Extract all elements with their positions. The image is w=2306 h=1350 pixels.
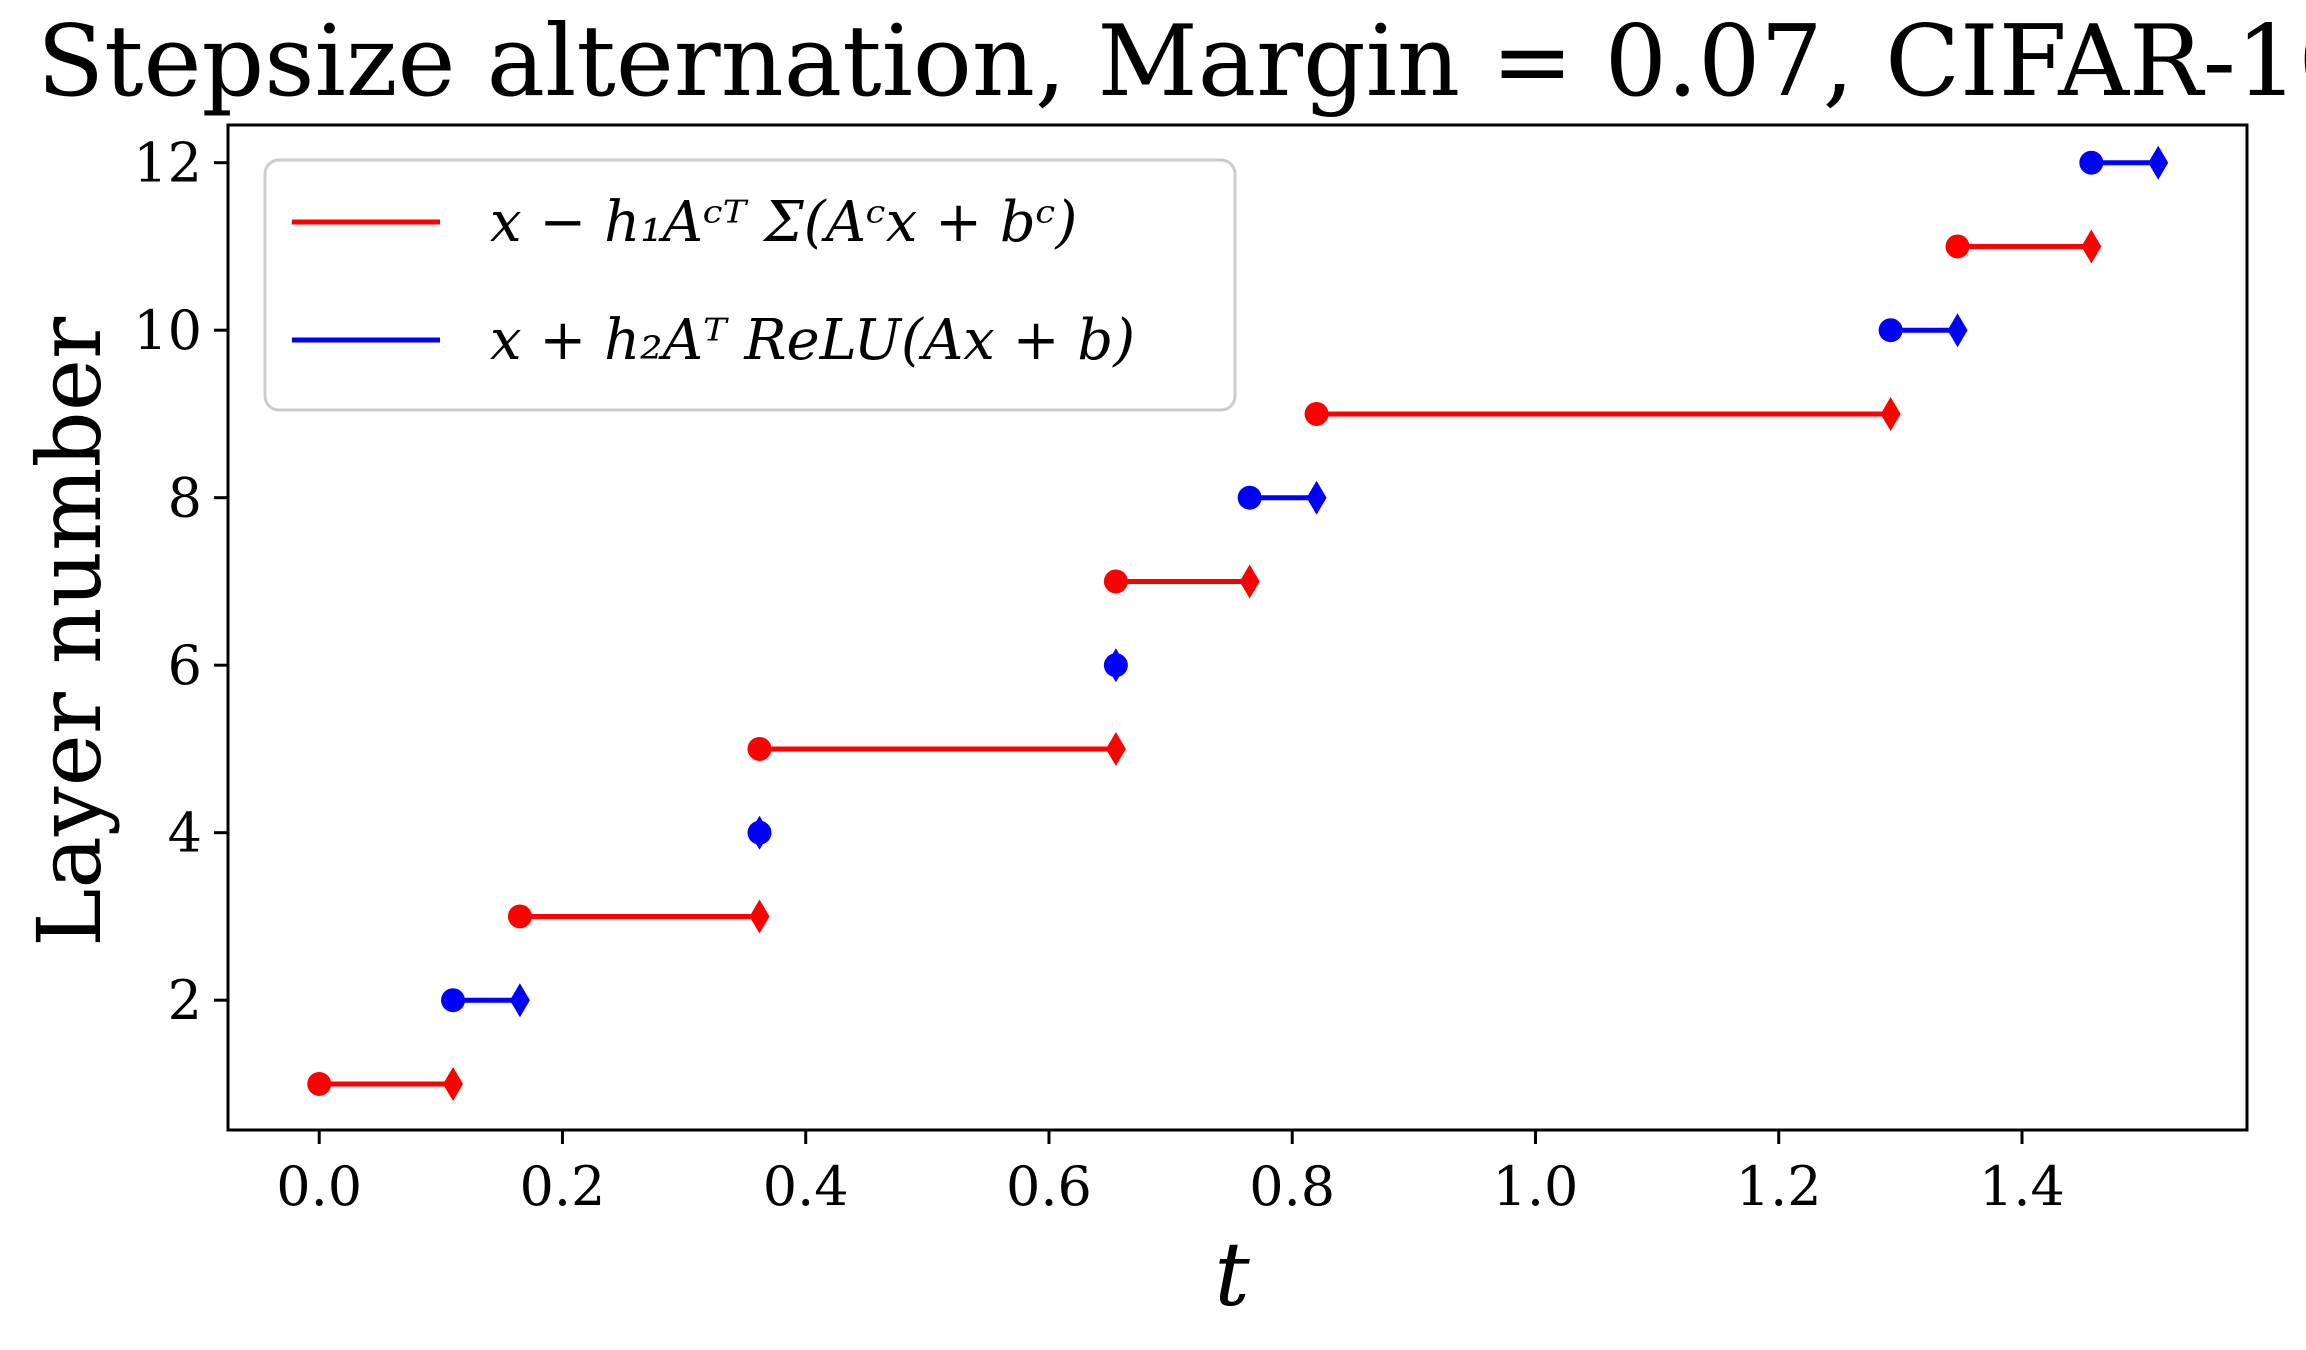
chart-title: Stepsize alternation, Margin = 0.07, CIF… (37, 5, 2306, 119)
start-marker-layer-7 (1103, 569, 1128, 594)
series-red (307, 229, 2102, 1101)
end-marker-layer-6 (1105, 648, 1126, 683)
x-axis: 0.0 0.2 0.4 0.6 0.8 1.0 1.2 1.4 (276, 1130, 2065, 1218)
legend-label-red: x − h₁Aᶜᵀ Σ(Aᶜx + bᶜ) (490, 190, 1077, 255)
legend-label-blue: x + h₂Aᵀ ReLU(Ax + b) (490, 308, 1135, 373)
legend: x − h₁Aᶜᵀ Σ(Aᶜx + bᶜ) x + h₂Aᵀ ReLU(Ax +… (263, 158, 1237, 412)
start-marker-layer-9 (1304, 401, 1329, 426)
end-marker-layer-7 (1239, 564, 1260, 599)
x-tick-label: 1.0 (1493, 1155, 1579, 1218)
end-marker-layer-10 (1947, 313, 1968, 348)
end-marker-layer-3 (749, 899, 770, 934)
y-tick-label: 10 (133, 299, 202, 362)
start-marker-layer-3 (507, 904, 532, 929)
x-tick-label: 0.2 (520, 1155, 606, 1218)
end-marker-layer-11 (2081, 229, 2102, 264)
end-marker-layer-12 (2148, 145, 2169, 180)
end-marker-layer-4 (749, 815, 770, 850)
end-marker-layer-9 (1880, 396, 1901, 431)
y-axis: 2 4 6 8 10 12 (133, 132, 228, 1032)
series-blue (441, 145, 2169, 1018)
y-tick-label: 8 (168, 467, 202, 530)
plot-frame (226, 123, 2249, 1132)
x-tick-label: 0.8 (1249, 1155, 1335, 1218)
x-tick-label: 1.4 (1979, 1155, 2065, 1218)
end-marker-layer-5 (1105, 731, 1126, 766)
x-tick-label: 1.2 (1736, 1155, 1822, 1218)
start-marker-layer-8 (1237, 485, 1262, 510)
legend-box (263, 158, 1237, 412)
end-marker-layer-2 (509, 983, 530, 1018)
y-tick-label: 2 (168, 969, 202, 1032)
start-marker-layer-10 (1878, 318, 1903, 343)
x-tick-label: 0.6 (1006, 1155, 1092, 1218)
x-tick-label: 0.0 (276, 1155, 362, 1218)
end-marker-layer-1 (443, 1066, 464, 1101)
start-marker-layer-11 (1945, 234, 1970, 259)
y-axis-label: Layer number (18, 316, 121, 947)
y-tick-label: 4 (168, 802, 202, 865)
x-axis-label: t (1214, 1223, 1250, 1326)
end-marker-layer-8 (1306, 480, 1327, 515)
y-tick-label: 12 (133, 132, 202, 195)
start-marker-layer-1 (307, 1071, 332, 1096)
start-marker-layer-2 (441, 988, 466, 1013)
y-tick-label: 6 (168, 634, 202, 697)
x-tick-label: 0.4 (763, 1155, 849, 1218)
plot-series (307, 145, 2169, 1101)
start-marker-layer-5 (747, 736, 772, 761)
start-marker-layer-12 (2079, 150, 2104, 175)
